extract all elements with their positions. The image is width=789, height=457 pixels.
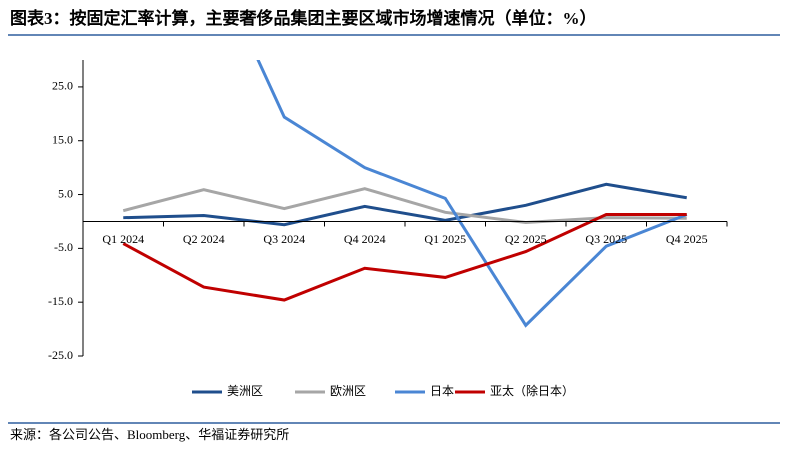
series-line: [256, 60, 688, 328]
x-tick-label: Q2 2024: [183, 232, 225, 246]
x-tick-label: Q4 2024: [344, 232, 386, 246]
y-tick-label: 15.0: [52, 132, 73, 146]
plot-area: [122, 60, 688, 328]
x-tick-label: Q2 2025: [505, 232, 547, 246]
y-tick-label: 5.0: [58, 186, 73, 200]
y-tick-label: -15.0: [48, 294, 73, 308]
legend-label: 欧洲区: [330, 384, 366, 398]
x-tick-label: Q1 2025: [424, 232, 466, 246]
series-line: [122, 212, 687, 302]
series-line: [123, 182, 687, 227]
x-tick-label: Q3 2024: [263, 232, 305, 246]
series-line: [122, 187, 687, 225]
legend-label: 日本: [430, 384, 454, 398]
y-tick-label: 25.0: [52, 79, 73, 93]
legend-label: 亚太（除日本）: [490, 383, 574, 398]
chart-title: 图表3：按固定汇率计算，主要奢侈品集团主要区域市场增速情况（单位：%）: [10, 8, 597, 28]
y-tick-label: -25.0: [48, 348, 73, 362]
x-tick-label: Q1 2024: [102, 232, 144, 246]
x-tick-label: Q4 2025: [666, 232, 708, 246]
source: 来源：各公司公告、Bloomberg、华福证券研究所: [10, 427, 289, 442]
legend-label: 美洲区: [227, 384, 263, 398]
y-tick-label: -5.0: [54, 240, 73, 254]
x-tick-label: Q3 2025: [585, 232, 627, 246]
